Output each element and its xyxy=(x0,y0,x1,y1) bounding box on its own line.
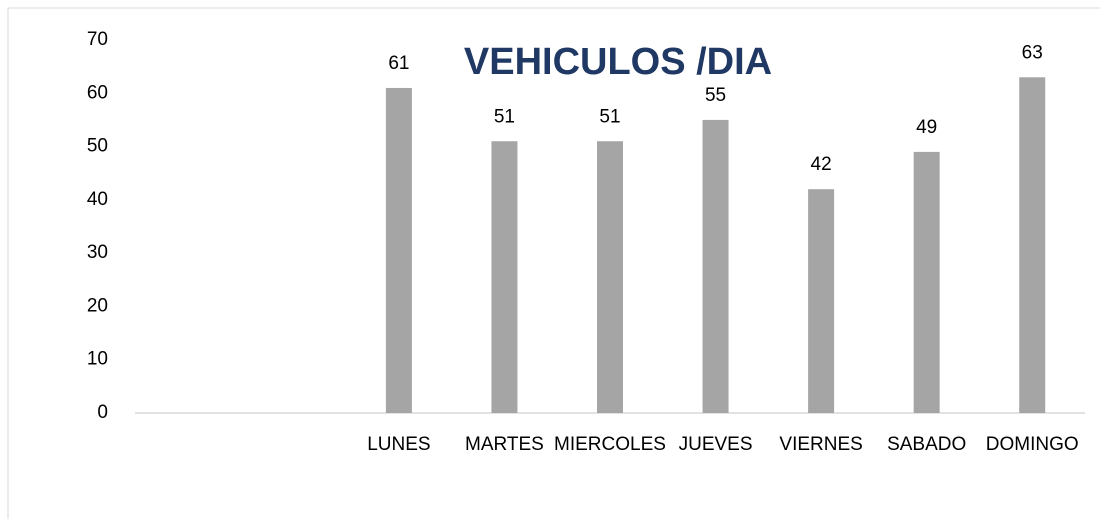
x-tick-label: JUEVES xyxy=(679,434,753,455)
y-tick-label: 10 xyxy=(87,349,108,370)
y-tick-label: 50 xyxy=(87,136,108,157)
y-tick-label: 30 xyxy=(87,242,108,263)
bar xyxy=(491,141,518,413)
data-label: 51 xyxy=(494,106,515,127)
x-tick-label: VIERNES xyxy=(779,434,862,455)
bar xyxy=(913,151,940,413)
bar xyxy=(808,189,835,413)
data-label: 61 xyxy=(388,53,409,74)
chart-title: VEHICULOS /DIA xyxy=(464,41,772,83)
bar xyxy=(597,141,623,413)
x-tick-label: LUNES xyxy=(367,434,430,455)
x-tick-label: MARTES xyxy=(465,434,544,455)
bar xyxy=(385,87,412,413)
data-label: 51 xyxy=(599,106,620,127)
x-tick-label: DOMINGO xyxy=(986,434,1079,455)
x-tick-label: MIERCOLES xyxy=(554,434,666,455)
data-label: 55 xyxy=(705,85,726,106)
x-tick-label: SABADO xyxy=(887,434,966,455)
y-tick-label: 60 xyxy=(87,82,108,103)
bar xyxy=(1019,77,1046,414)
y-tick-label: 70 xyxy=(87,29,108,50)
y-tick-label: 0 xyxy=(97,402,108,423)
bar xyxy=(702,119,729,413)
y-tick-label: 40 xyxy=(87,189,108,210)
y-tick-label: 20 xyxy=(87,295,108,316)
data-label: 42 xyxy=(811,154,832,175)
data-label: 49 xyxy=(916,117,937,138)
data-label: 63 xyxy=(1022,42,1043,63)
